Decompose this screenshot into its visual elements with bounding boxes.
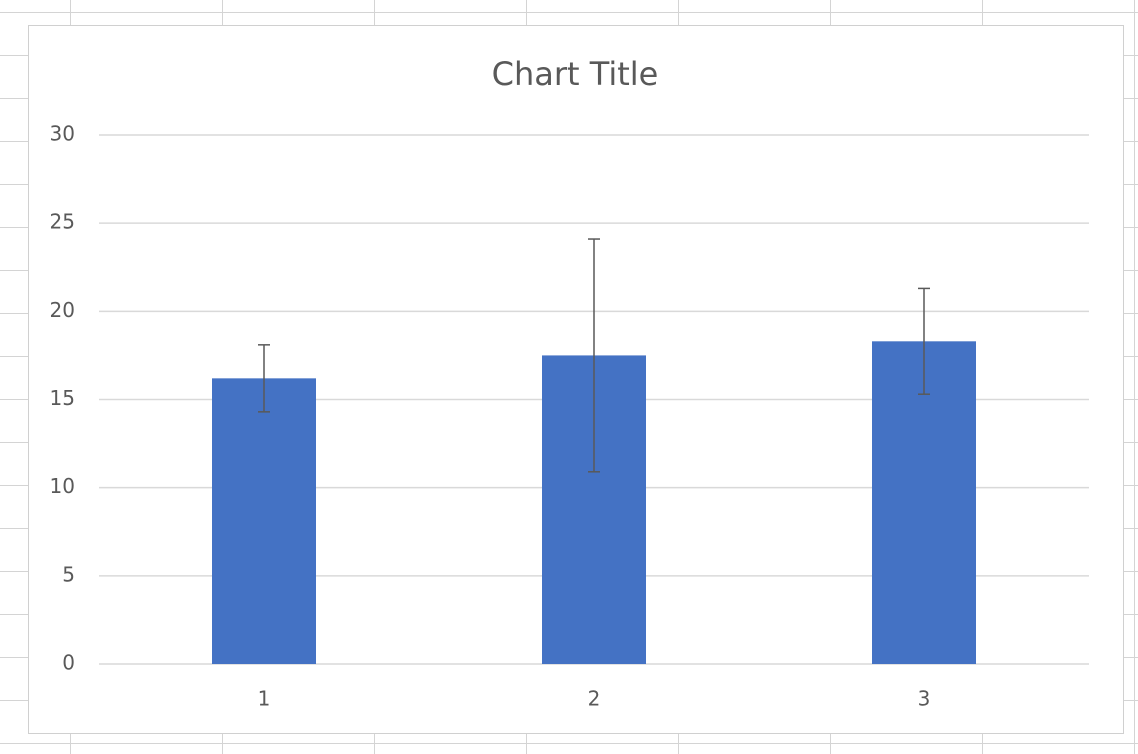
x-tick-label: 1 (258, 687, 271, 711)
y-tick-label: 5 (62, 562, 75, 586)
bar (872, 341, 976, 664)
y-tick-label: 10 (50, 474, 75, 498)
chart-title: Chart Title (492, 55, 659, 93)
y-tick-label: 20 (50, 298, 75, 322)
x-tick-label: 2 (588, 687, 601, 711)
y-tick-label: 15 (50, 386, 75, 410)
x-tick-label: 3 (918, 687, 931, 711)
y-tick-label: 0 (62, 651, 75, 675)
y-tick-label: 25 (50, 210, 75, 234)
y-tick-label: 30 (50, 122, 75, 146)
bar (212, 378, 316, 664)
